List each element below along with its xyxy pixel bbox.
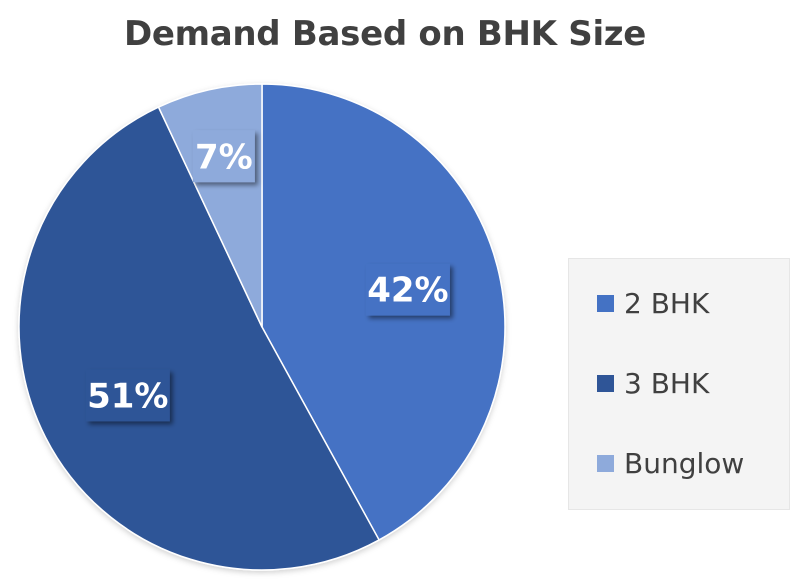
data-label-text: 7% (195, 137, 253, 177)
data-label-bunglow: 7% (192, 130, 255, 183)
legend-label: 2 BHK (624, 286, 710, 320)
legend-label: 3 BHK (624, 366, 710, 400)
data-label-text: 42% (367, 271, 448, 311)
legend-swatch (597, 374, 614, 392)
pie-data-labels: 42% 51% 7% (85, 130, 450, 422)
data-label-box (192, 130, 255, 183)
data-label-2-bhk: 42% (365, 263, 450, 316)
legend-item-2-bhk: 2 BHK (597, 283, 709, 323)
data-label-box (85, 369, 170, 422)
pie-slices (18, 83, 506, 571)
data-label-text: 51% (87, 376, 168, 416)
data-label-box (365, 263, 450, 316)
data-label-3-bhk: 51% (85, 369, 170, 422)
legend-item-bunglow: Bunglow (597, 443, 744, 483)
pie-slice-3-bhk (18, 106, 381, 571)
chart-title: Demand Based on BHK Size (123, 14, 647, 54)
legend-swatch (597, 294, 614, 312)
chart-legend: 2 BHK 3 BHK Bunglow (568, 258, 790, 510)
legend-item-3-bhk: 3 BHK (597, 363, 709, 403)
legend-swatch (597, 454, 614, 472)
legend-label: Bunglow (624, 446, 745, 480)
